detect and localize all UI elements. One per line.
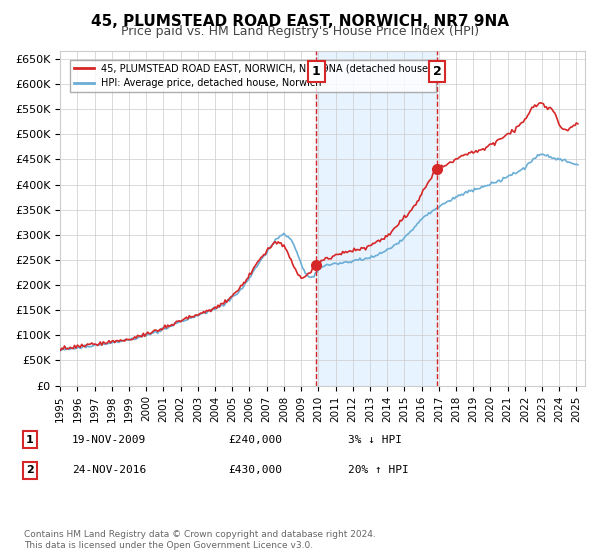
Text: 24-NOV-2016: 24-NOV-2016 xyxy=(72,465,146,475)
Text: 45, PLUMSTEAD ROAD EAST, NORWICH, NR7 9NA: 45, PLUMSTEAD ROAD EAST, NORWICH, NR7 9N… xyxy=(91,14,509,29)
Text: 2: 2 xyxy=(433,65,442,78)
Text: £240,000: £240,000 xyxy=(228,435,282,445)
Text: 19-NOV-2009: 19-NOV-2009 xyxy=(72,435,146,445)
Bar xyxy=(316,52,437,386)
Text: 2: 2 xyxy=(26,465,34,475)
Text: This data is licensed under the Open Government Licence v3.0.: This data is licensed under the Open Gov… xyxy=(24,542,313,550)
Text: Contains HM Land Registry data © Crown copyright and database right 2024.: Contains HM Land Registry data © Crown c… xyxy=(24,530,376,539)
Text: £430,000: £430,000 xyxy=(228,465,282,475)
Text: 3% ↓ HPI: 3% ↓ HPI xyxy=(348,435,402,445)
Text: 1: 1 xyxy=(26,435,34,445)
Text: 20% ↑ HPI: 20% ↑ HPI xyxy=(348,465,409,475)
Legend: 45, PLUMSTEAD ROAD EAST, NORWICH, NR7 9NA (detached house), HPI: Average price, : 45, PLUMSTEAD ROAD EAST, NORWICH, NR7 9N… xyxy=(70,59,436,92)
Text: 1: 1 xyxy=(312,65,321,78)
Text: Price paid vs. HM Land Registry's House Price Index (HPI): Price paid vs. HM Land Registry's House … xyxy=(121,25,479,38)
